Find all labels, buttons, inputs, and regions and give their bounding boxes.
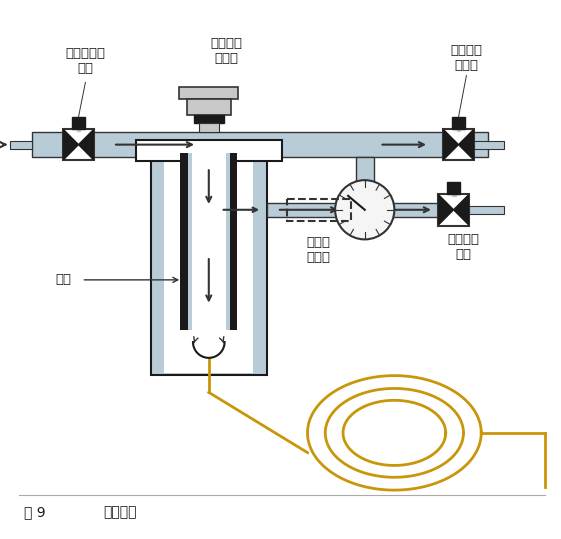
Text: 图 9: 图 9 xyxy=(24,505,46,519)
Bar xyxy=(10,141,32,149)
Bar xyxy=(452,192,456,196)
Bar xyxy=(164,157,253,372)
Bar xyxy=(153,157,164,372)
Bar xyxy=(356,157,374,217)
Bar xyxy=(192,153,226,330)
Bar xyxy=(194,115,224,123)
Bar xyxy=(351,203,438,217)
Bar xyxy=(457,127,461,131)
Text: 分流模式: 分流模式 xyxy=(103,505,137,519)
Bar xyxy=(253,157,265,372)
Text: 分流阀
（开）: 分流阀 （开） xyxy=(306,236,330,264)
Text: 隔垫螺母
和隔垫: 隔垫螺母 和隔垫 xyxy=(210,37,242,65)
Text: 衬管: 衬管 xyxy=(56,273,72,286)
Bar xyxy=(470,206,504,214)
Bar xyxy=(32,132,488,157)
Text: 进样口流量
控制: 进样口流量 控制 xyxy=(66,47,105,75)
Bar xyxy=(136,140,282,161)
Bar xyxy=(76,127,80,131)
Polygon shape xyxy=(64,130,79,160)
Bar xyxy=(199,123,219,132)
Circle shape xyxy=(335,180,394,239)
Polygon shape xyxy=(458,130,473,160)
Bar xyxy=(187,99,231,115)
Bar xyxy=(63,129,94,161)
Bar xyxy=(474,141,504,149)
Bar xyxy=(188,153,229,330)
Bar xyxy=(360,180,370,203)
Bar xyxy=(443,129,474,161)
Polygon shape xyxy=(439,195,454,225)
Bar xyxy=(179,87,238,99)
Bar xyxy=(452,117,466,129)
Bar xyxy=(180,153,237,330)
Bar xyxy=(287,199,351,220)
Bar xyxy=(267,203,351,217)
Bar xyxy=(447,182,461,194)
Text: 分流出口
控制: 分流出口 控制 xyxy=(448,233,480,261)
Bar xyxy=(150,157,267,375)
Bar xyxy=(72,117,85,129)
Polygon shape xyxy=(444,130,458,160)
Bar xyxy=(438,194,470,226)
Polygon shape xyxy=(454,195,468,225)
Text: 隔垫吹扫
气控制: 隔垫吹扫 气控制 xyxy=(450,44,482,72)
Polygon shape xyxy=(79,130,93,160)
